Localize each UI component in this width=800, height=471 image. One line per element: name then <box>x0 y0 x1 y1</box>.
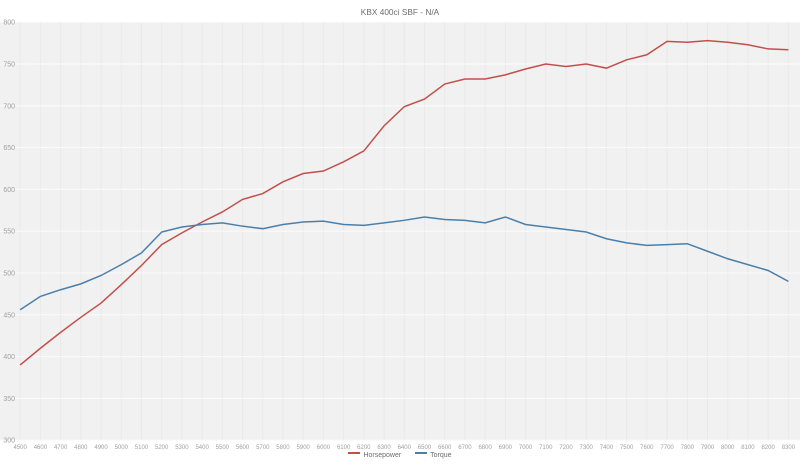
svg-text:4700: 4700 <box>54 445 68 451</box>
svg-text:5000: 5000 <box>115 445 129 451</box>
svg-text:5600: 5600 <box>236 445 250 451</box>
svg-text:6500: 6500 <box>418 445 432 451</box>
svg-text:300: 300 <box>3 438 15 445</box>
svg-text:7400: 7400 <box>600 445 614 451</box>
svg-text:7500: 7500 <box>620 445 634 451</box>
svg-text:800: 800 <box>3 20 15 27</box>
svg-text:5500: 5500 <box>216 445 230 451</box>
svg-text:5100: 5100 <box>135 445 149 451</box>
svg-text:6600: 6600 <box>438 445 452 451</box>
svg-text:7800: 7800 <box>681 445 695 451</box>
svg-text:500: 500 <box>3 270 15 277</box>
svg-text:450: 450 <box>3 312 15 319</box>
svg-text:6800: 6800 <box>478 445 492 451</box>
svg-text:7100: 7100 <box>539 445 553 451</box>
svg-text:7300: 7300 <box>580 445 594 451</box>
svg-text:7200: 7200 <box>559 445 573 451</box>
svg-text:8300: 8300 <box>782 445 796 451</box>
svg-text:5300: 5300 <box>175 445 189 451</box>
svg-text:350: 350 <box>3 396 15 403</box>
svg-text:6200: 6200 <box>357 445 371 451</box>
svg-text:5200: 5200 <box>155 445 169 451</box>
svg-text:5400: 5400 <box>195 445 209 451</box>
svg-text:7900: 7900 <box>701 445 715 451</box>
svg-text:6100: 6100 <box>337 445 351 451</box>
svg-text:4800: 4800 <box>74 445 88 451</box>
svg-text:4500: 4500 <box>14 445 28 451</box>
svg-text:6700: 6700 <box>458 445 472 451</box>
svg-text:8200: 8200 <box>761 445 775 451</box>
svg-text:8100: 8100 <box>741 445 755 451</box>
svg-text:6900: 6900 <box>499 445 513 451</box>
svg-text:700: 700 <box>3 103 15 110</box>
svg-text:600: 600 <box>3 187 15 194</box>
svg-text:8000: 8000 <box>721 445 735 451</box>
svg-text:7000: 7000 <box>519 445 533 451</box>
svg-text:750: 750 <box>3 61 15 68</box>
svg-text:5800: 5800 <box>276 445 290 451</box>
svg-text:4900: 4900 <box>94 445 108 451</box>
svg-text:6300: 6300 <box>377 445 391 451</box>
svg-text:400: 400 <box>3 354 15 361</box>
svg-text:5700: 5700 <box>256 445 270 451</box>
svg-text:7600: 7600 <box>640 445 654 451</box>
svg-text:6000: 6000 <box>317 445 331 451</box>
svg-text:7700: 7700 <box>660 445 674 451</box>
svg-text:4600: 4600 <box>34 445 48 451</box>
svg-text:550: 550 <box>3 229 15 236</box>
svg-text:6400: 6400 <box>398 445 412 451</box>
svg-text:5900: 5900 <box>297 445 311 451</box>
svg-text:650: 650 <box>3 145 15 152</box>
